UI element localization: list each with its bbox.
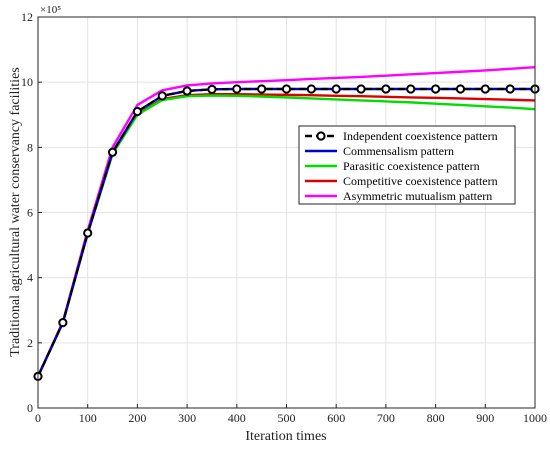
x-tick-label: 1000	[523, 411, 547, 425]
y-tick-label: 6	[27, 206, 33, 220]
series-point-0	[257, 84, 267, 94]
x-tick-label: 500	[278, 411, 296, 425]
series-point-0	[182, 86, 192, 96]
y-tick-label: 4	[27, 271, 33, 285]
x-tick-label: 200	[128, 411, 146, 425]
series-point-0	[505, 84, 515, 94]
legend-label-1: Commensalism pattern	[343, 144, 454, 158]
y-axis-title: Traditional agricultural water conservan…	[8, 67, 23, 357]
y-tick-label: 0	[27, 401, 33, 415]
series-point-0	[83, 228, 93, 238]
x-tick-label: 400	[228, 411, 246, 425]
series-point-0	[480, 84, 490, 94]
tick-layer: 0 100 200 300 400 500 600 700 800 900 1000 0 2 4 6 8 10 1…	[21, 10, 547, 425]
x-tick-label: 100	[79, 411, 97, 425]
y-tick-label: 12	[21, 10, 33, 24]
x-tick-label: 300	[178, 411, 196, 425]
series-point-0	[232, 84, 242, 94]
y-tick-label: 2	[27, 336, 33, 350]
series-point-0	[157, 91, 167, 101]
legend-label-4: Asymmetric mutualism pattern	[343, 189, 492, 203]
series-layer	[33, 65, 540, 381]
y-tick-label: 8	[27, 140, 33, 154]
series-line-4	[36, 65, 536, 377]
legend-label-3: Competitive coexistence pattern	[343, 174, 498, 188]
series-point-0	[207, 84, 217, 94]
legend-label-2: Parasitic coexistence pattern	[343, 159, 480, 173]
series-point-0	[356, 84, 366, 94]
series-point-0	[132, 106, 142, 117]
x-axis-title: Iteration times	[245, 429, 326, 444]
y-scale-label: ×10⁵	[40, 4, 61, 16]
series-point-0	[381, 84, 391, 94]
series-point-0	[455, 84, 466, 94]
y-tick-label: 10	[21, 75, 33, 89]
legend-label-0: Independent coexistence pattern	[343, 129, 498, 143]
x-tick-label: 700	[377, 411, 395, 425]
series-point-0	[431, 84, 441, 94]
x-tick-label: 600	[327, 411, 345, 425]
series-point-0	[406, 84, 416, 94]
series-point-0	[281, 84, 292, 94]
series-point-0	[107, 147, 118, 157]
legend: Independent coexistence patternCommensal…	[298, 125, 516, 205]
x-tick-label: 800	[427, 411, 445, 425]
legend-marker-0	[316, 131, 326, 141]
series-point-0	[58, 318, 68, 328]
x-tick-label: 900	[476, 411, 494, 425]
x-tick-label: 0	[35, 411, 41, 425]
series-point-0	[306, 84, 316, 94]
series-point-0	[331, 84, 341, 94]
